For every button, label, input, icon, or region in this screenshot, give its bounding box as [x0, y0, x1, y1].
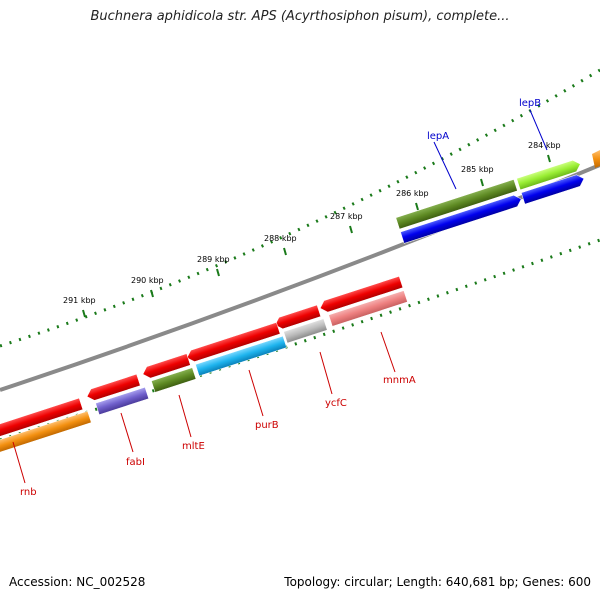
gene-label-lepB[interactable]: lepB [519, 98, 541, 109]
kbp-major-tick-287 [349, 225, 353, 234]
gene-label-lepA[interactable]: lepA [427, 131, 449, 142]
gene-feature-rnb[interactable] [0, 397, 84, 442]
gene-label-ycfC[interactable]: ycfC [325, 398, 347, 409]
kbp-label-291: 291 kbp [63, 296, 96, 305]
gene-feature-lime[interactable] [516, 158, 583, 191]
gene-label-leaders [12, 109, 548, 484]
inner-tick-ring [0, 238, 600, 442]
gene-feature-fabI-purple[interactable] [95, 386, 150, 416]
map-title: Buchnera aphidicola str. APS (Acyrthosip… [90, 9, 510, 24]
kbp-major-tick-285 [480, 178, 484, 187]
gene-feature-blue-lepA[interactable] [400, 193, 523, 244]
kbp-major-tick-284 [547, 154, 551, 163]
gene-label-purB[interactable]: purB [255, 420, 279, 431]
kbp-label-290: 290 kbp [131, 276, 164, 285]
gene-feature-ycfC-gray[interactable] [283, 318, 328, 344]
kbp-label-288: 288 kbp [264, 234, 297, 243]
gene-feature-mltE[interactable] [141, 353, 191, 380]
kbp-tick-layer: 284 kbp 285 kbp 286 kbp 287 kbp 288 kbp 289 k… [63, 141, 561, 318]
gene-feature-rnb-orange[interactable] [0, 410, 92, 456]
kbp-major-tick-288 [283, 247, 287, 256]
gene-feature-olive[interactable] [395, 179, 518, 230]
kbp-label-287: 287 kbp [330, 212, 363, 221]
kbp-label-284: 284 kbp [528, 141, 561, 150]
kbp-label-289: 289 kbp [197, 255, 230, 264]
kbp-major-tick-286 [415, 202, 419, 211]
topology-summary: Topology: circular; Length: 640,681 bp; … [284, 575, 591, 589]
gene-label-rnb[interactable]: rnb [20, 487, 37, 498]
gene-label-fabI[interactable]: fabI [126, 457, 145, 468]
gene-feature-mnmA-salmon[interactable] [328, 290, 408, 327]
kbp-major-tick-290 [150, 289, 154, 298]
gene-feature-fabI[interactable] [85, 373, 141, 402]
accession-text: Accession: NC_002528 [9, 575, 146, 589]
kbp-major-tick-289 [216, 268, 220, 277]
kbp-label-285: 285 kbp [461, 165, 494, 174]
gene-feature-blue-lepB[interactable] [520, 173, 586, 205]
gene-feature-orange-top[interactable] [592, 150, 600, 168]
gene-label-mnmA[interactable]: mnmA [383, 375, 416, 386]
kbp-major-tick-291 [82, 309, 86, 318]
gene-feature-purB-cyan[interactable] [195, 335, 287, 377]
kbp-label-286: 286 kbp [396, 189, 429, 198]
gene-feature-mltE-olive[interactable] [151, 367, 197, 393]
gene-label-mltE[interactable]: mltE [182, 441, 205, 452]
gene-feature-mnmA[interactable] [318, 275, 404, 314]
